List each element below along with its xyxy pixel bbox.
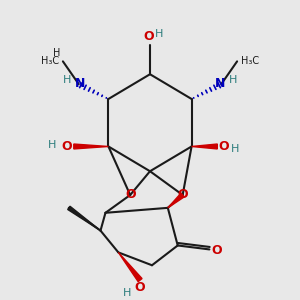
Text: H: H (123, 288, 131, 298)
Text: O: O (135, 281, 146, 294)
Text: H: H (155, 28, 163, 39)
Text: H: H (52, 48, 60, 59)
Text: O: O (144, 30, 154, 43)
Text: H: H (63, 75, 71, 85)
Polygon shape (68, 206, 100, 231)
Text: O: O (61, 140, 72, 153)
Text: H₃C: H₃C (41, 56, 59, 66)
Polygon shape (168, 193, 184, 208)
Text: H₃C: H₃C (241, 56, 259, 66)
Polygon shape (192, 144, 217, 149)
Text: N: N (215, 76, 226, 90)
Text: H: H (229, 75, 237, 85)
Text: O: O (177, 188, 188, 202)
Polygon shape (118, 252, 142, 282)
Text: H: H (231, 145, 239, 154)
Text: O: O (125, 188, 136, 202)
Polygon shape (74, 144, 108, 149)
Text: O: O (212, 244, 222, 257)
Text: H: H (48, 140, 56, 149)
Text: O: O (218, 140, 229, 153)
Text: N: N (74, 76, 85, 90)
